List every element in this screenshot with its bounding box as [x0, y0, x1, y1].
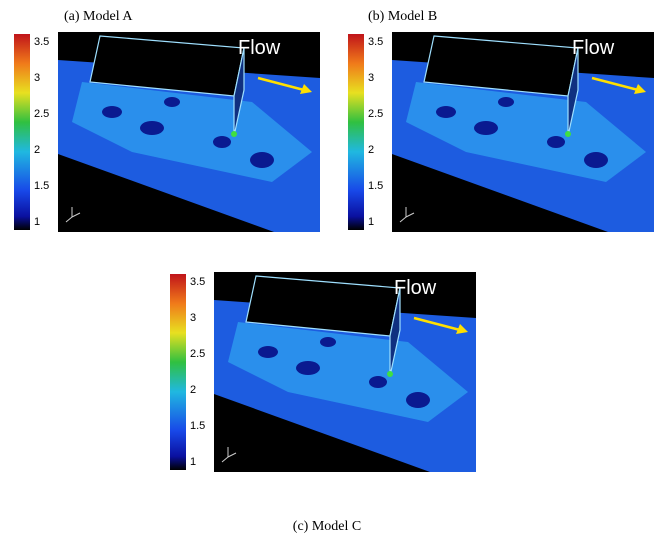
vortex [320, 337, 336, 347]
simulation-panel: Flow 3.5 3 2.5 2 1.5 1 [12, 32, 320, 232]
colorbar-tick-label: 2 [34, 144, 40, 156]
stagnation [231, 131, 237, 137]
vortex [498, 97, 514, 107]
colorbar-tick-label: 1.5 [368, 180, 383, 192]
stagnation [565, 131, 571, 137]
vortex [474, 121, 498, 135]
colorbar-tick-label: 3.5 [368, 36, 383, 48]
colorbar-tick-label: 1.5 [34, 180, 49, 192]
colorbar [14, 34, 30, 230]
colorbar-tick-label: 2 [368, 144, 374, 156]
vortex [164, 97, 180, 107]
colorbar-tick-label: 2.5 [34, 108, 49, 120]
colorbar-tick-label: 1 [368, 216, 374, 228]
simulation-panel: Flow 3.5 3 2.5 2 1.5 1 [346, 32, 654, 232]
vortex [258, 346, 278, 358]
flow-label: Flow [238, 37, 281, 59]
vortex [213, 136, 231, 148]
figure: (a) Model A Flow 3.5 3 2.5 2 1.5 1 (b) Model B Fl… [0, 0, 654, 544]
vortex [296, 361, 320, 375]
colorbar-tick-label: 3 [34, 72, 40, 84]
vortex [369, 376, 387, 388]
panel-caption: (b) Model B [368, 9, 437, 24]
vortex [102, 106, 122, 118]
vortex [406, 392, 430, 408]
colorbar-tick-label: 3 [368, 72, 374, 84]
vortex [140, 121, 164, 135]
colorbar-tick-label: 2 [190, 384, 196, 396]
colorbar-tick-label: 3 [190, 312, 196, 324]
colorbar [348, 34, 364, 230]
panel-caption: (a) Model A [64, 9, 133, 24]
colorbar-tick-label: 1 [190, 456, 196, 468]
colorbar [170, 274, 186, 470]
flow-label: Flow [394, 277, 437, 299]
vortex [584, 152, 608, 168]
colorbar-tick-label: 3.5 [34, 36, 49, 48]
colorbar-tick-label: 1 [34, 216, 40, 228]
colorbar-tick-label: 2.5 [368, 108, 383, 120]
vortex [547, 136, 565, 148]
vortex [436, 106, 456, 118]
colorbar-tick-label: 1.5 [190, 420, 205, 432]
stagnation [387, 371, 393, 377]
vortex [250, 152, 274, 168]
panel-caption: (c) Model C [293, 519, 361, 534]
simulation-panel: Flow 3.5 3 2.5 2 1.5 1 [168, 272, 476, 472]
flow-label: Flow [572, 37, 615, 59]
colorbar-tick-label: 3.5 [190, 276, 205, 288]
colorbar-tick-label: 2.5 [190, 348, 205, 360]
